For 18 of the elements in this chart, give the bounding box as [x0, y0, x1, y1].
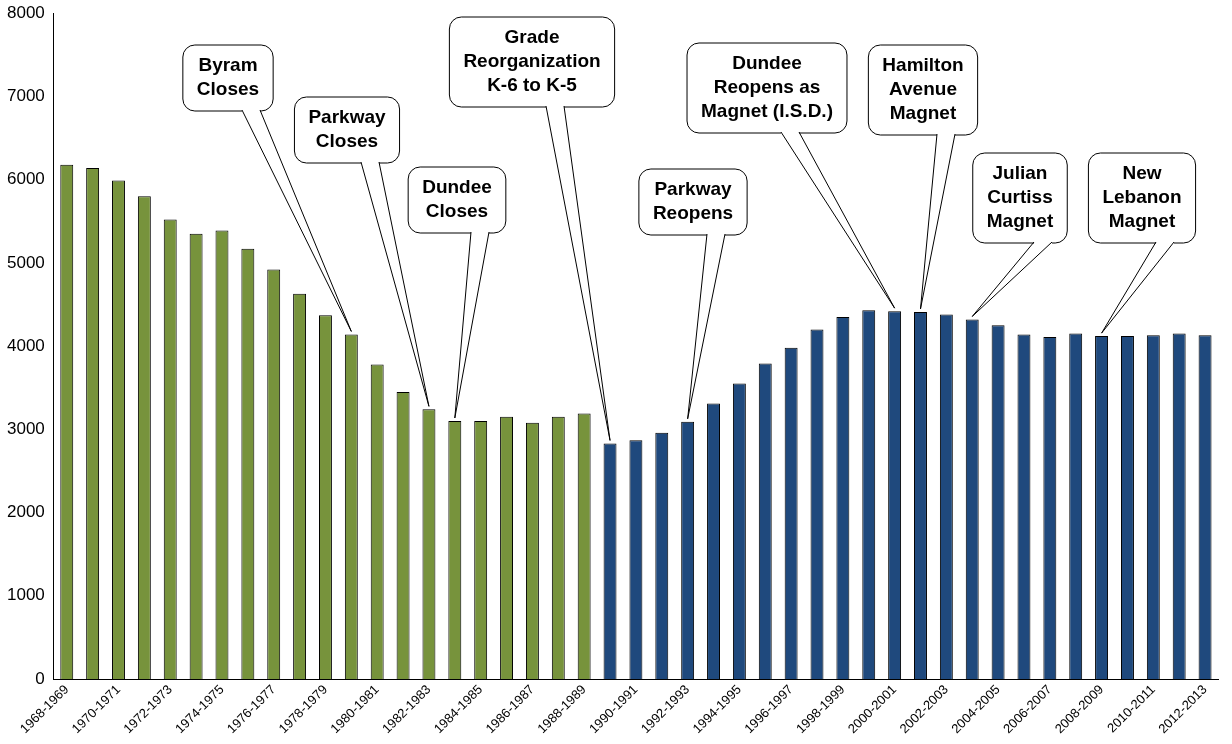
- y-tick-label: 3000: [6, 419, 45, 439]
- annotation: Julian Curtiss Magnet: [986, 162, 1054, 232]
- y-tick-label: 1000: [6, 585, 45, 605]
- annotation: Byram Closes: [196, 54, 260, 100]
- annotation: Dundee Reopens as Magnet (I.S.D.): [701, 52, 833, 122]
- y-tick-label: 2000: [6, 502, 45, 522]
- annotation: Parkway Closes: [308, 106, 386, 152]
- y-tick-label: 0: [35, 668, 45, 688]
- y-tick-label: 6000: [6, 169, 45, 189]
- annotation: Grade Reorganization K-6 to K-5: [463, 26, 601, 96]
- y-tick-label: 8000: [6, 2, 45, 22]
- annotation: Dundee Closes: [422, 176, 492, 222]
- y-tick-label: 4000: [6, 335, 45, 355]
- y-tick-label: 7000: [6, 86, 45, 106]
- annotation: New Lebanon Magnet: [1102, 162, 1182, 232]
- annotation: Hamilton Avenue Magnet: [882, 54, 964, 124]
- annotation: Parkway Reopens: [652, 178, 734, 224]
- y-tick-label: 5000: [6, 252, 45, 272]
